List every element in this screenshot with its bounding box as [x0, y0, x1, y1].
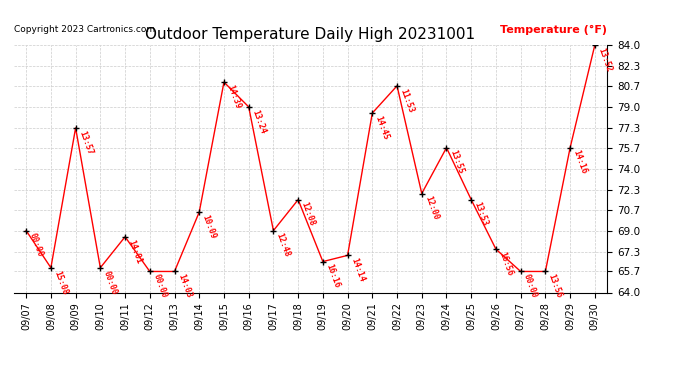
Text: 16:16: 16:16 [324, 263, 342, 290]
Text: 14:16: 14:16 [571, 149, 589, 176]
Text: 12:00: 12:00 [423, 195, 440, 222]
Text: 13:56: 13:56 [546, 273, 564, 299]
Text: Copyright 2023 Cartronics.com: Copyright 2023 Cartronics.com [14, 25, 155, 34]
Text: 11:53: 11:53 [398, 87, 415, 114]
Text: 14:03: 14:03 [176, 273, 193, 299]
Text: 13:53: 13:53 [473, 201, 490, 228]
Text: 14:45: 14:45 [374, 114, 391, 141]
Text: 14:14: 14:14 [349, 257, 366, 284]
Text: 00:00: 00:00 [522, 273, 539, 299]
Text: 12:08: 12:08 [299, 201, 317, 228]
Text: 00:00: 00:00 [101, 269, 119, 296]
Text: 14:01: 14:01 [126, 238, 144, 265]
Text: 13:57: 13:57 [77, 129, 94, 156]
Text: 13:55: 13:55 [448, 149, 465, 176]
Text: 00:00: 00:00 [151, 273, 168, 299]
Title: Outdoor Temperature Daily High 20231001: Outdoor Temperature Daily High 20231001 [146, 27, 475, 42]
Text: Temperature (°F): Temperature (°F) [500, 25, 607, 35]
Text: 10:09: 10:09 [201, 213, 217, 240]
Text: 00:00: 00:00 [28, 232, 45, 259]
Text: 12:48: 12:48 [275, 232, 292, 259]
Text: 16:56: 16:56 [497, 251, 514, 277]
Text: 14:39: 14:39 [226, 84, 242, 110]
Text: 13:24: 13:24 [250, 108, 267, 135]
Text: 15:08: 15:08 [52, 269, 69, 296]
Text: 13:52: 13:52 [596, 46, 613, 73]
